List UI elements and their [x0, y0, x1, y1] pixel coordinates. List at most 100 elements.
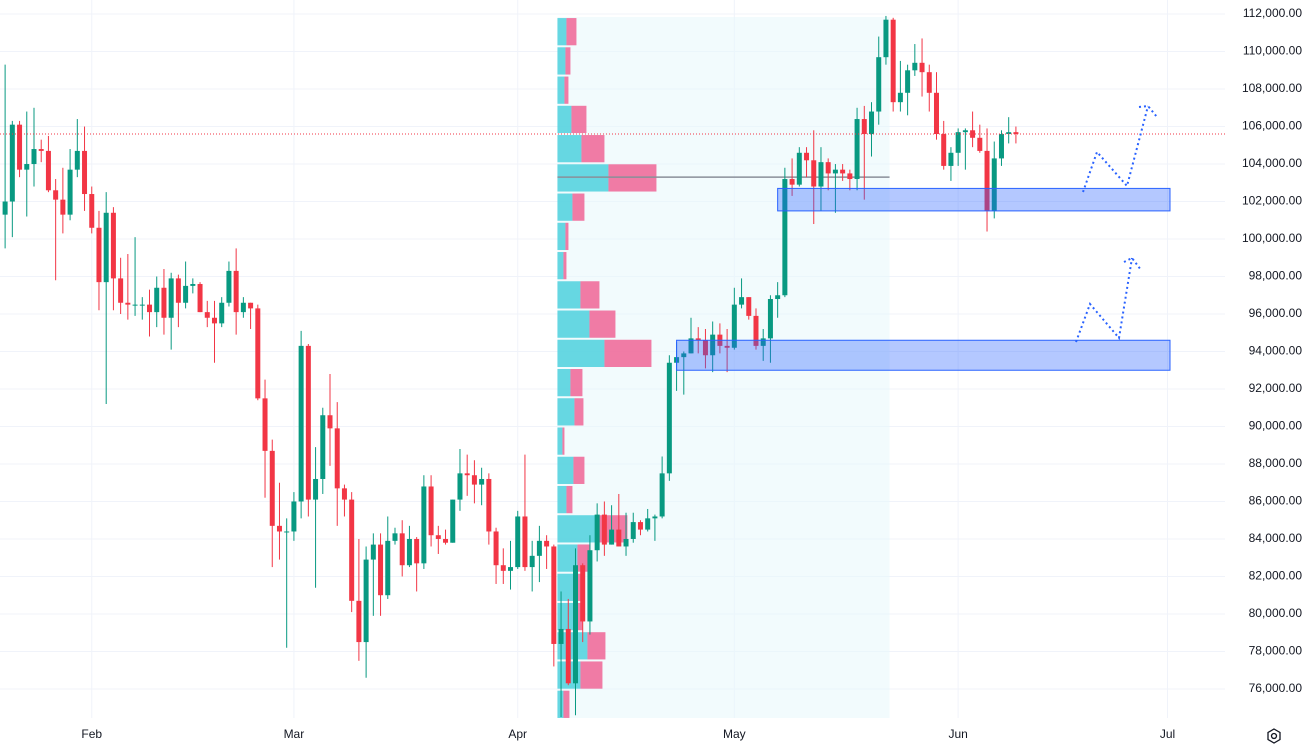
candle-body	[392, 533, 398, 541]
candle-body	[103, 212, 109, 283]
x-tick-label: Jul	[1160, 727, 1175, 741]
profile-down	[563, 252, 567, 280]
candle-body	[681, 353, 687, 358]
candle-body	[854, 119, 860, 180]
candle-body	[291, 501, 297, 532]
profile-down	[562, 427, 565, 455]
candle-body	[399, 533, 405, 566]
profile-down	[580, 661, 603, 689]
y-tick-label: 82,000.00	[1249, 569, 1303, 583]
candle-body	[175, 278, 181, 303]
candle-body	[313, 478, 319, 500]
candle-body	[702, 340, 708, 356]
candle-body	[168, 278, 174, 318]
candle-body	[775, 295, 781, 300]
candle-body	[457, 473, 463, 500]
candle-body	[211, 317, 217, 324]
candle-body	[31, 149, 37, 165]
candle-body	[739, 297, 745, 305]
y-tick-label: 110,000.00	[1243, 44, 1302, 58]
profile-down	[573, 456, 585, 484]
candle-body	[551, 546, 557, 644]
y-tick-label: 88,000.00	[1249, 456, 1303, 470]
candle-body	[630, 522, 636, 539]
settings-icon[interactable]	[1267, 728, 1281, 744]
candle-body	[933, 92, 939, 135]
candle-body	[248, 302, 254, 309]
y-tick-label: 84,000.00	[1249, 531, 1303, 545]
candle-body	[406, 538, 412, 566]
candle-body	[601, 514, 607, 545]
axes: 76,000.00 78,000.00 80,000.00 82,000.00 84,0…	[81, 6, 1302, 741]
candle-body	[883, 19, 889, 58]
candle-body	[1006, 132, 1012, 135]
candle-body	[197, 284, 203, 313]
candle-body	[139, 304, 145, 306]
candle-body	[219, 302, 225, 324]
candle-body	[486, 478, 492, 532]
candle-body	[500, 565, 506, 571]
candle-body	[60, 199, 66, 215]
candle-body	[536, 540, 542, 556]
candle-body	[710, 334, 716, 356]
y-tick-label: 104,000.00	[1242, 156, 1302, 170]
candle-body	[789, 179, 795, 185]
candle-body	[24, 164, 30, 170]
candle-body	[796, 152, 802, 185]
candle-body	[443, 538, 449, 543]
candle-body	[479, 478, 485, 485]
profile-up	[557, 485, 567, 514]
candle-body	[74, 150, 80, 170]
candle-body	[825, 162, 831, 174]
candle-body	[840, 169, 846, 174]
candle-body	[508, 567, 514, 571]
profile-up	[557, 339, 605, 367]
candle-body	[926, 72, 932, 93]
profile-down	[581, 135, 605, 163]
profile-up	[557, 427, 563, 455]
candle-body	[378, 544, 384, 596]
candle-body	[96, 227, 102, 283]
candle-body	[89, 194, 95, 228]
candle-body	[45, 150, 51, 191]
candle-body	[522, 516, 528, 568]
candles	[2, 15, 1019, 718]
candle-body	[731, 304, 737, 348]
candle-body	[782, 179, 788, 296]
profile-up	[557, 281, 581, 309]
candle-body	[305, 345, 311, 500]
candle-body	[724, 345, 730, 348]
candle-body	[616, 529, 622, 547]
candle-body	[941, 134, 947, 166]
candle-body	[529, 555, 535, 568]
x-tick-label: Apr	[508, 727, 527, 741]
candle-body	[905, 70, 911, 93]
profile-down	[566, 485, 573, 514]
x-tick-label: Feb	[81, 727, 102, 741]
candle-body	[869, 111, 875, 135]
candle-body	[804, 152, 810, 161]
y-tick-label: 112,000.00	[1243, 6, 1302, 20]
candle-body	[464, 473, 470, 476]
profile-up	[557, 602, 574, 631]
candle-body	[414, 538, 420, 564]
candle-body	[276, 525, 282, 532]
settings-hex	[1267, 728, 1281, 744]
candle-body	[962, 130, 968, 133]
candle-body	[53, 190, 59, 200]
projection-arrow	[1075, 257, 1133, 343]
candle-body	[38, 149, 44, 151]
candle-body	[991, 158, 997, 211]
profile-up	[557, 252, 564, 280]
candle-body	[154, 287, 160, 313]
candle-body	[515, 516, 521, 568]
candle-body	[572, 565, 578, 684]
x-tick-label: Jun	[948, 727, 967, 741]
profile-up	[557, 368, 571, 397]
candle-body	[67, 169, 73, 215]
candle-body	[341, 488, 347, 500]
profile-up	[557, 573, 575, 601]
candle-body	[320, 415, 326, 479]
candle-body	[861, 119, 867, 135]
